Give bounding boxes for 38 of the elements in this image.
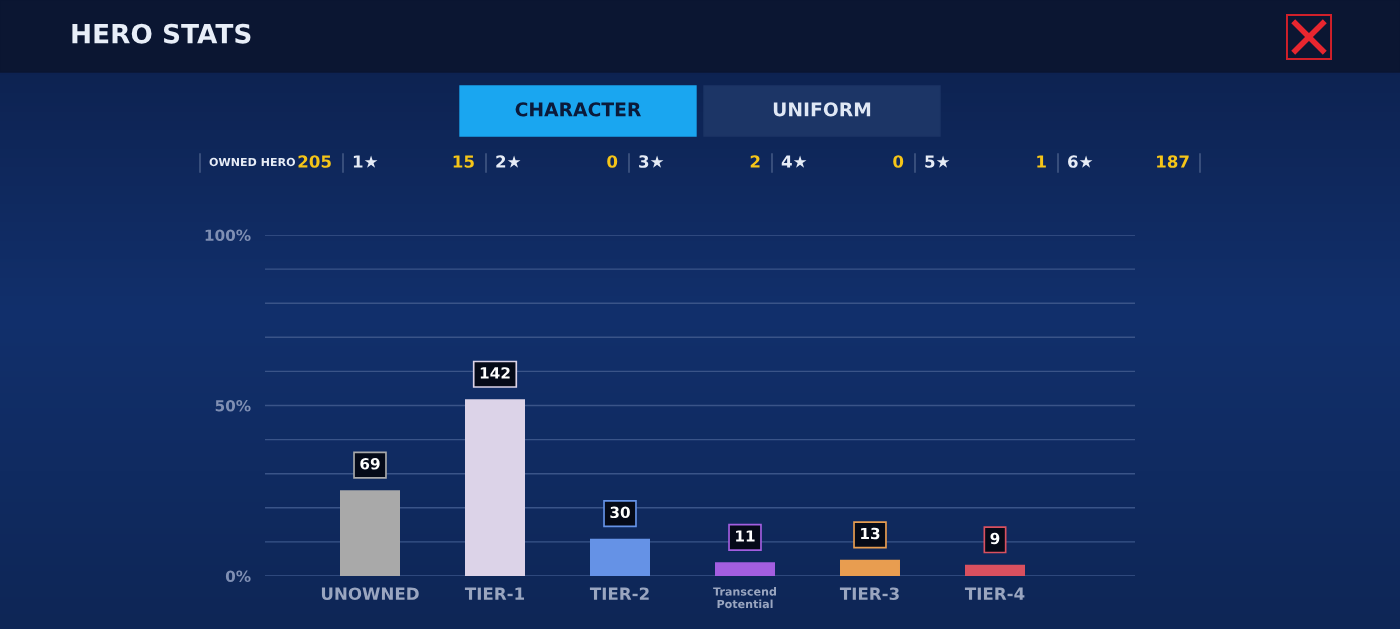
bar xyxy=(340,490,400,576)
text: 187 xyxy=(1157,155,1189,168)
text: 2★ xyxy=(496,155,521,168)
x-tick-label: TIER-2 xyxy=(589,587,649,600)
text: 2 xyxy=(750,155,760,168)
data-label: 11 xyxy=(736,530,755,542)
bar xyxy=(840,559,900,576)
text: 0 xyxy=(893,155,904,168)
text: 0 xyxy=(607,155,618,168)
data-label: 142 xyxy=(480,367,510,379)
x-tick-label: TIER-1 xyxy=(464,587,525,600)
data-label: 69 xyxy=(360,458,380,470)
y2-tick-label: 100% xyxy=(205,229,251,242)
text: 3★ xyxy=(639,155,664,168)
text: 6★ xyxy=(1068,155,1093,168)
text: 205 xyxy=(298,155,331,168)
data-label: 9 xyxy=(990,532,1000,545)
bar xyxy=(465,399,525,576)
chart-title: HERO STATS xyxy=(72,23,251,44)
bar xyxy=(590,538,650,576)
y2-tick-label: 0% xyxy=(225,570,251,583)
x-tick-label: UNOWNED xyxy=(321,587,419,601)
text: OWNED HERO xyxy=(209,157,296,167)
data-label: 30 xyxy=(610,506,630,519)
text: 15 xyxy=(453,155,474,168)
text: 5★ xyxy=(925,155,950,168)
text: CHARACTER xyxy=(515,102,641,117)
data-label: 13 xyxy=(861,527,880,540)
x-tick-label: Transcend Potential xyxy=(713,587,776,609)
bar xyxy=(715,562,775,576)
text: 1★ xyxy=(353,155,378,168)
x-tick-label: TIER-3 xyxy=(839,587,899,601)
text: UNIFORM xyxy=(773,102,871,117)
bar xyxy=(965,564,1025,576)
x-tick-label: TIER-4 xyxy=(964,587,1025,600)
text: 1 xyxy=(1037,155,1046,168)
y2-tick-label: 50% xyxy=(215,399,251,412)
text: 4★ xyxy=(781,155,807,168)
